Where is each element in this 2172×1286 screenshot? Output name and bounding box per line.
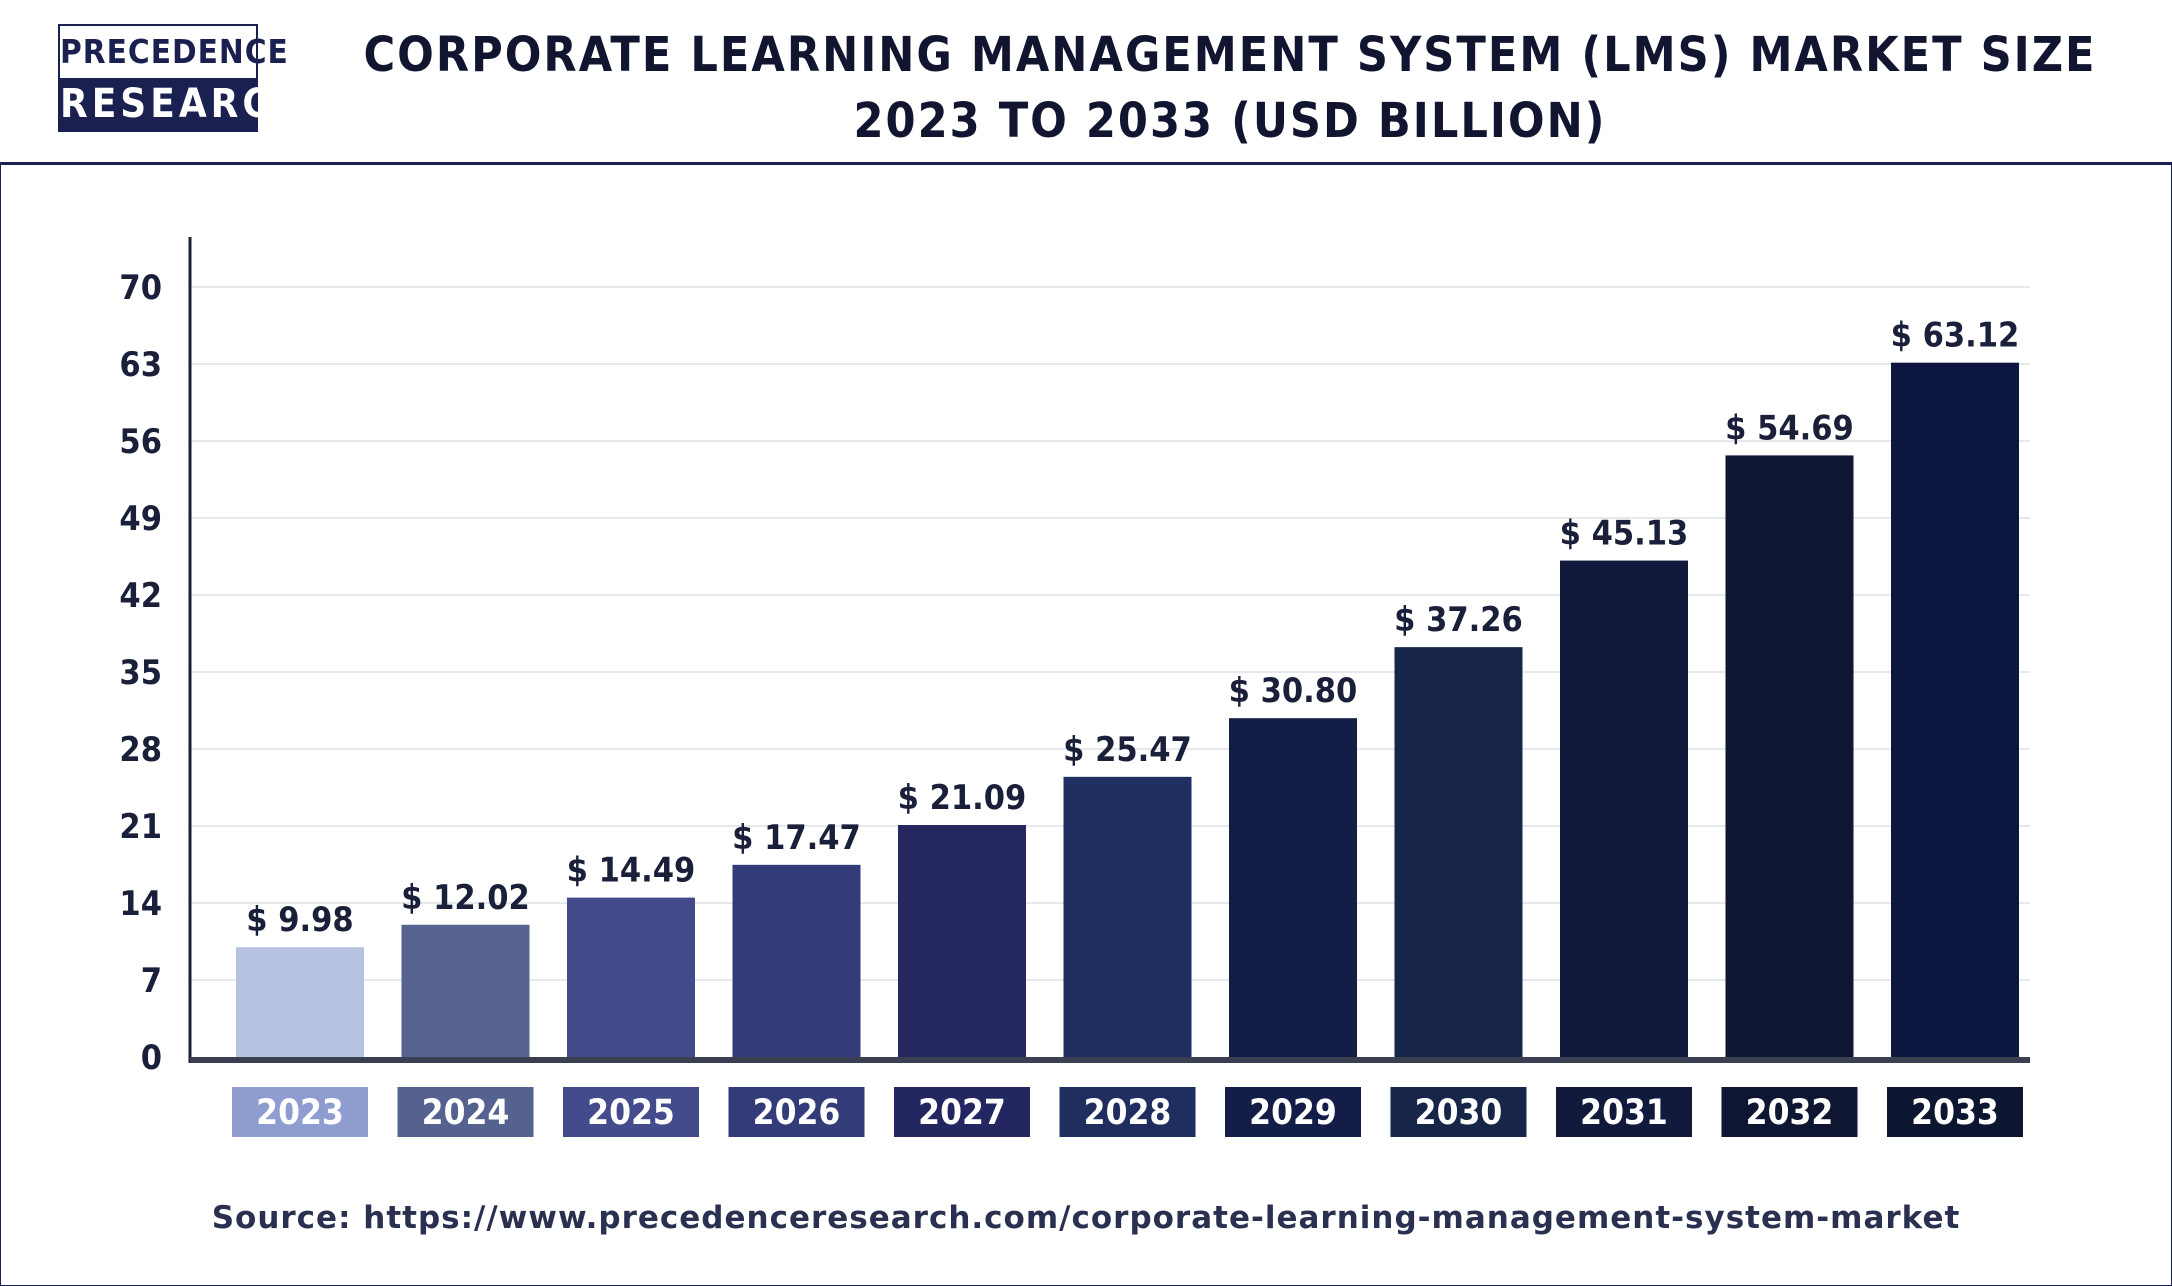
category-label: 2033 <box>1911 1093 1999 1133</box>
bar <box>898 825 1026 1057</box>
logo-line1: PRECEDENCE <box>60 26 288 78</box>
bar <box>1229 718 1357 1057</box>
logo-line2: RESEARCH <box>60 78 303 130</box>
value-labels: $ 9.98 $ 12.02 $ 14.49 $ 17.47 $ 21.09 $ 25.4… <box>246 316 2019 941</box>
y-tick-label: 0 <box>141 1038 162 1078</box>
category-label-box <box>1059 1087 1196 1137</box>
bar <box>1725 455 1854 1057</box>
data-label: $ 25.47 <box>1063 730 1192 770</box>
y-tick-label: 49 <box>119 499 162 539</box>
data-label: $ 45.13 <box>1560 514 1689 554</box>
y-tick-label: 35 <box>119 653 162 693</box>
category-label: 2030 <box>1415 1093 1503 1133</box>
data-label: $ 17.47 <box>732 818 861 858</box>
bar <box>401 924 530 1057</box>
header: PRECEDENCE RESEARCH CORPORATE LEARNING M… <box>0 0 2172 165</box>
data-label: $ 21.09 <box>898 778 1027 818</box>
y-tick-label: 63 <box>119 345 162 385</box>
bar <box>1394 647 1523 1057</box>
category-label: 2029 <box>1249 1093 1337 1133</box>
data-label: $ 54.69 <box>1725 408 1854 448</box>
bar-chart: 0 7 14 21 28 35 42 49 56 63 70 $ 9.98 $ 12.02 $ 14.4… <box>119 237 2030 1137</box>
category-label-box <box>1390 1087 1527 1137</box>
category-label-box <box>894 1087 1030 1137</box>
category-labels: 2023 2024 2025 2026 2027 2028 2029 2030 2031 2032… <box>232 1087 2023 1137</box>
y-tick-label: 21 <box>119 807 162 847</box>
category-label-box <box>397 1087 534 1137</box>
source-text: Source: https://www.precedenceresearch.c… <box>211 1200 1961 1236</box>
category-label: 2023 <box>256 1093 344 1133</box>
bar <box>732 864 861 1057</box>
bar <box>1063 776 1192 1057</box>
data-label: $ 30.80 <box>1229 671 1358 711</box>
category-label: 2025 <box>587 1093 675 1133</box>
category-label-box <box>1556 1087 1692 1137</box>
chart-title: CORPORATE LEARNING MANAGEMENT SYSTEM (LM… <box>363 27 2097 149</box>
category-label: 2026 <box>753 1093 841 1133</box>
bar <box>1891 362 2019 1057</box>
y-tick-label: 56 <box>119 422 162 462</box>
category-label: 2028 <box>1084 1093 1172 1133</box>
data-label: $ 63.12 <box>1891 316 2020 356</box>
y-tick-label: 7 <box>141 961 162 1001</box>
data-label: $ 14.49 <box>567 851 696 891</box>
y-tick-label: 14 <box>119 884 162 924</box>
category-label-box <box>1721 1087 1858 1137</box>
data-label: $ 9.98 <box>246 900 353 940</box>
category-label-box <box>232 1087 368 1137</box>
bar <box>1560 560 1688 1057</box>
precedence-research-logo: PRECEDENCE RESEARCH <box>58 24 303 132</box>
y-tick-label: 42 <box>119 576 162 616</box>
y-tick-label: 28 <box>119 730 162 770</box>
category-label: 2031 <box>1580 1093 1668 1133</box>
bar <box>236 947 364 1057</box>
gridlines <box>190 286 2030 981</box>
data-label: $ 37.26 <box>1394 600 1523 640</box>
bars <box>236 362 2019 1057</box>
y-axis-ticks: 0 7 14 21 28 35 42 49 56 63 70 <box>119 268 162 1078</box>
bar <box>567 897 695 1057</box>
y-tick-label: 70 <box>119 268 162 308</box>
category-label-box <box>1225 1087 1361 1137</box>
category-label: 2027 <box>918 1093 1006 1133</box>
category-label-box <box>563 1087 699 1137</box>
category-label-box <box>728 1087 865 1137</box>
category-label: 2024 <box>422 1093 510 1133</box>
category-label: 2032 <box>1746 1093 1834 1133</box>
category-label-box <box>1887 1087 2023 1137</box>
data-label: $ 12.02 <box>401 878 530 918</box>
axes <box>188 237 2030 1063</box>
